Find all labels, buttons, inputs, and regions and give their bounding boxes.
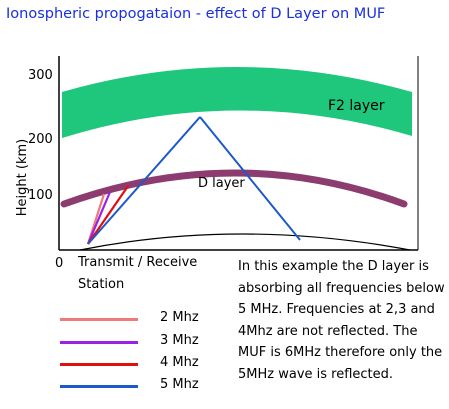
legend-label: 5 Mhz (160, 377, 199, 392)
explanation-text: In this example the D layer is absorbing… (238, 259, 445, 382)
legend-swatch (60, 318, 138, 321)
ray-3mhz (86, 191, 112, 245)
ray-5mhz-up (87, 116, 201, 245)
legend-item-5mhz: 5 Mhz (60, 377, 230, 397)
d-layer-band (60, 169, 408, 208)
legend-item-2mhz: 2 Mhz (60, 310, 230, 330)
y-axis-label: Height (km) (15, 138, 31, 217)
y-tick-300: 300 (28, 68, 53, 83)
y-tick-200: 200 (28, 132, 53, 147)
ray-5mhz-down (199, 116, 301, 241)
station-label: Transmit / Receive Station (78, 255, 198, 292)
x-origin-0: 0 (55, 256, 64, 271)
legend-item-3mhz: 3 Mhz (60, 333, 230, 353)
ray-4mhz (87, 185, 129, 245)
f2-layer-band (62, 67, 412, 138)
earth-surface (79, 233, 411, 251)
legend-item-4mhz: 4 Mhz (60, 355, 230, 375)
legend-swatch (60, 341, 138, 344)
legend-swatch (60, 363, 138, 366)
diagram-title: Ionospheric propogataion - effect of D L… (6, 6, 386, 22)
f2-layer-label: F2 layer (328, 98, 385, 114)
y-tick-100: 100 (28, 188, 53, 203)
d-layer-label: D layer (198, 176, 245, 191)
legend-label: 2 Mhz (160, 310, 199, 325)
legend-label: 4 Mhz (160, 355, 199, 370)
legend-label: 3 Mhz (160, 333, 199, 348)
legend-swatch (60, 385, 138, 388)
